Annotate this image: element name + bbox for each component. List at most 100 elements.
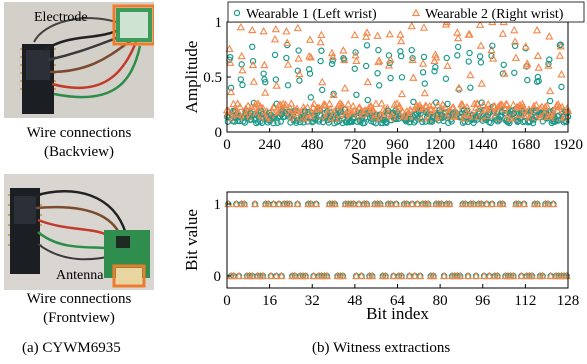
wearable2-point	[249, 77, 258, 85]
photo1-caption-line1: Wire connections	[26, 125, 132, 141]
wearable1-point	[454, 52, 461, 59]
wearable2-point	[352, 56, 361, 65]
wearable1-point	[305, 66, 313, 73]
wearable2-point	[246, 112, 255, 120]
wearable2-point	[477, 79, 486, 87]
wearable2-point	[235, 102, 245, 111]
wearable1-point	[533, 113, 540, 121]
amplitude-ylabel: Amplitude	[182, 41, 201, 114]
wearable2-point	[337, 100, 346, 108]
wearable1-point	[444, 100, 451, 108]
wearable1-point	[248, 116, 255, 123]
bit-wearable2-point	[354, 199, 364, 208]
wearable1-point	[383, 119, 390, 127]
bit-wearable2-point	[416, 271, 425, 280]
bit-wearable2-point	[429, 271, 438, 280]
wearable2-point	[419, 59, 428, 67]
wearable2-point	[292, 104, 302, 112]
wearable1-point	[465, 58, 472, 65]
wearable1-point	[249, 43, 256, 51]
wearable2-point	[248, 60, 258, 69]
wearable1-point	[511, 69, 518, 76]
wearable2-point	[466, 70, 475, 79]
bit-wearable2-point	[322, 271, 332, 280]
wearable2-point	[501, 104, 510, 113]
wearable2-point	[409, 73, 418, 81]
bit-wearable2-point	[229, 271, 238, 280]
wearable2-point	[226, 58, 235, 66]
wearable2-point	[283, 38, 292, 46]
wearable2-point	[431, 50, 440, 58]
wearable1-point	[339, 119, 346, 127]
wearable2-point	[292, 108, 301, 116]
wearable1-point	[382, 118, 389, 126]
bit-wearable2-point	[250, 199, 260, 208]
wearable2-point	[293, 23, 302, 32]
wearable2-point	[271, 24, 280, 33]
wearable2-point	[373, 31, 382, 39]
bit-xtick-label: 128	[557, 293, 580, 309]
wearable1-point	[306, 70, 314, 77]
wearable2-point	[318, 77, 327, 86]
photo1-caption: Wire connections (Backview)	[4, 124, 154, 162]
bit-chart: 1 00 16 32 48 64 80 96 112 128 Bit index Bit value	[182, 191, 580, 323]
bit-wearable2-point	[269, 199, 278, 208]
wearable1-point	[307, 94, 315, 101]
wearable1-point	[410, 98, 417, 106]
wearable2-point	[407, 21, 416, 30]
wearable2-point	[326, 105, 335, 113]
wearable2-point	[541, 106, 551, 114]
bit-wearable2-point	[277, 271, 286, 280]
bit-wearable2-point	[405, 271, 414, 280]
wearable2-point	[244, 101, 253, 109]
wearable1-point	[432, 63, 439, 71]
legend-wearable1-marker	[233, 9, 241, 17]
wearable1-point	[281, 113, 288, 120]
amplitude-xtick-label: 1920	[553, 137, 583, 153]
amplitude-xtick-label: 480	[301, 137, 324, 153]
wearable2-point	[453, 28, 462, 36]
amplitude-xlabel: Sample index	[351, 149, 445, 168]
wearable1-point	[419, 118, 426, 126]
wearable2-point	[272, 81, 281, 89]
subcaption-a: (a) CYWM6935	[22, 340, 121, 356]
amplitude-xtick-label: 1440	[468, 137, 498, 153]
wearable1-point	[443, 54, 450, 62]
wearable1-point	[385, 52, 393, 59]
wearable2-point	[419, 23, 429, 31]
wearable2-point	[305, 35, 315, 43]
wearable2-point	[556, 42, 565, 50]
wearable1-point	[374, 70, 381, 77]
wearable1-point	[470, 119, 477, 127]
wearable1-point	[386, 59, 393, 67]
bit-wearable2-point	[527, 271, 537, 280]
wearable2-point	[520, 105, 530, 113]
wearable2-point	[309, 103, 318, 111]
legend: Wearable 1 (Left wrist) Wearable 2 (Right…	[227, 1, 585, 23]
subcaption-b: (b) Witness extractions	[312, 340, 451, 356]
bit-wearable2-point	[543, 199, 553, 208]
wearable2-point	[519, 111, 529, 119]
bit-wearable2-point	[301, 271, 310, 280]
wearable2-point	[306, 53, 315, 61]
bit-wearable2-point	[514, 199, 523, 208]
bit-xtick-label: 96	[475, 293, 491, 309]
wearable2-point	[258, 103, 267, 112]
wearable1-point	[353, 91, 360, 99]
amplitude-xtick-label: 240	[258, 137, 281, 153]
wearable2-point	[340, 55, 349, 64]
bit-wearable2-point	[402, 199, 411, 208]
wearable2-point	[282, 26, 291, 35]
wearable1-point	[317, 57, 324, 65]
wearable2-point	[363, 77, 372, 86]
wearable1-point	[247, 110, 254, 117]
photo2-caption-line1: Wire connections	[26, 291, 132, 307]
bit-wearable2-point	[517, 271, 526, 280]
bit-wearable2-point	[445, 199, 454, 208]
wearable2-point	[344, 99, 353, 108]
bit-xtick-label: 64	[390, 293, 406, 309]
bit-ylabel: Bit value	[182, 209, 201, 271]
wearable1-point	[282, 109, 289, 117]
wearable2-point	[429, 106, 438, 114]
wearable2-point	[259, 26, 268, 35]
